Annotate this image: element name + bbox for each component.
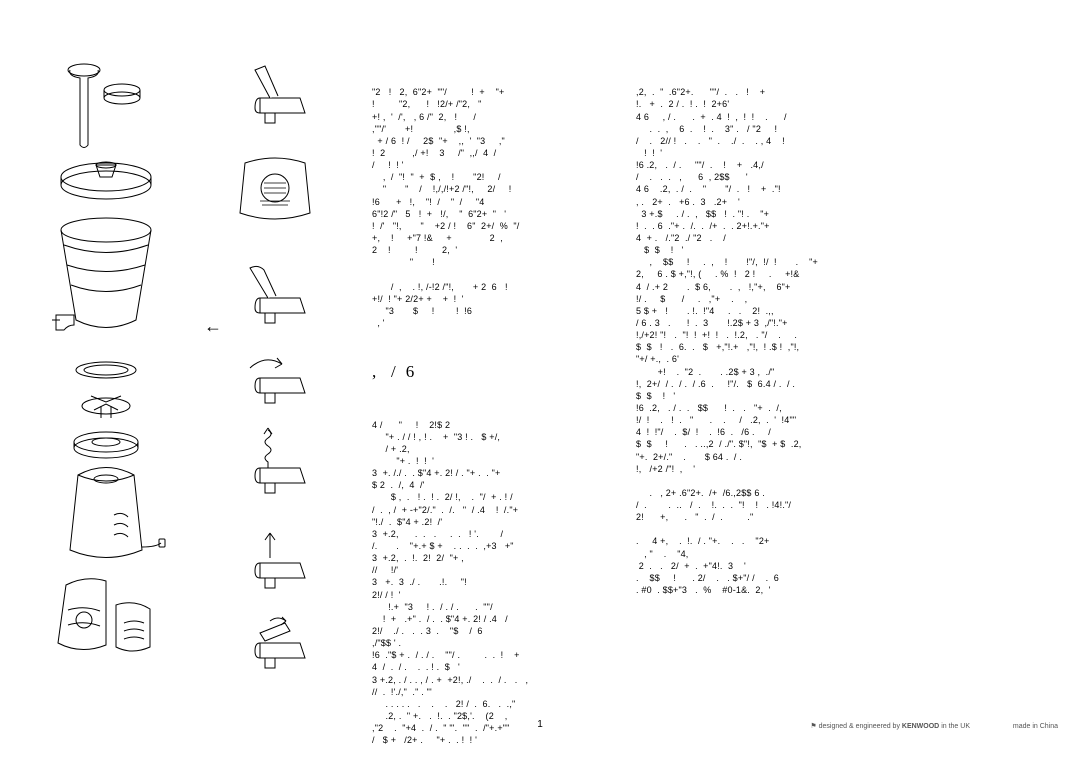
footer-engineering: ⚑ designed & engineered by KENWOOD in th… [810,722,970,730]
exploded-diagram-column [46,60,166,700]
text-column-2: ,2, . " .6"2+. ""/ . . ! + !. + . 2 / . … [636,62,876,620]
page-number: 1 [537,719,543,730]
footer-brand: KENWOOD [902,723,939,730]
col1-block-b: 4 / " ! 2!$ 2 "+ . / / ! , ! . + "3 ! . … [372,419,612,747]
col2-block: ,2, . " .6"2+. ""/ . . ! + !. + . 2 / . … [636,86,876,596]
blender-exploded-svg [46,60,166,700]
tap-steps-column [230,58,320,688]
footer-engineering-suffix: in the UK [939,723,970,730]
section-heading: , / 6 [372,361,612,384]
footer-origin: made in China [1013,723,1058,730]
tap-steps-svg [230,58,320,688]
assembly-arrow-icon: ← [204,316,222,337]
footer-engineering-prefix: ⚑ designed & engineered by [810,723,902,730]
text-column-1: "2 ! 2, 6"2+ ""/ ! + "+ ! "2, ! !2/+ /"2… [372,62,612,771]
col1-block-a: "2 ! 2, 6"2+ ""/ ! + "+ ! "2, ! !2/+ /"2… [372,86,612,329]
